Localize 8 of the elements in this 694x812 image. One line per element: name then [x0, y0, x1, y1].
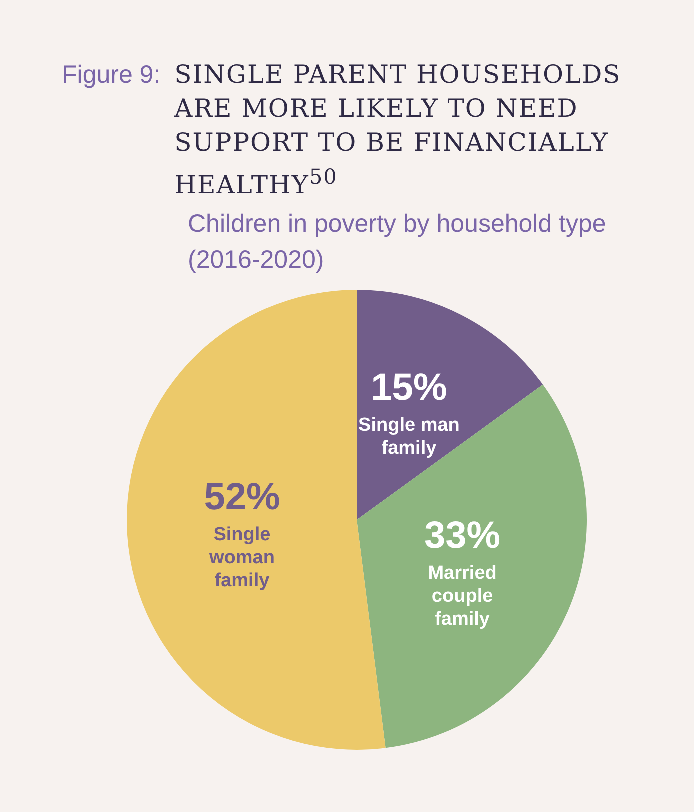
- data-label: 15%: [371, 367, 448, 410]
- data-label: 52%: [204, 476, 280, 519]
- slice-label: Single woman family: [208, 524, 275, 592]
- slice-label: Married couple family: [428, 562, 497, 630]
- chart-subtitle: Children in poverty by household type (2016-2020): [188, 209, 608, 276]
- chart-title: Figure 9: SINGLE PARENT HOUSEHOLDS ARE MORE LIKELY TO NEED SUPPORT TO BE FINANCIALLY HEALTHY$^{50}$: [62, 59, 622, 202]
- data-label: 33%: [424, 515, 501, 558]
- slice-label: Single man family: [358, 414, 460, 459]
